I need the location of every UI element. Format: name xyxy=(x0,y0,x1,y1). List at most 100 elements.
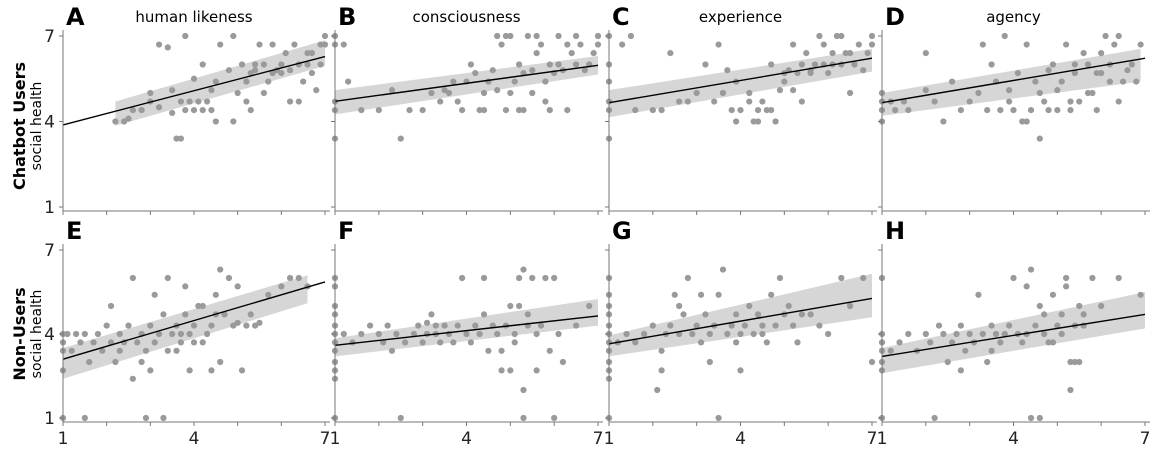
data-point xyxy=(467,61,474,68)
data-point xyxy=(195,98,202,105)
data-point xyxy=(693,322,700,329)
data-point xyxy=(816,32,823,40)
data-point xyxy=(511,78,518,85)
data-point xyxy=(1093,107,1100,114)
data-point xyxy=(706,330,713,338)
data-point xyxy=(107,302,115,310)
data-point xyxy=(182,311,189,318)
data-point xyxy=(243,98,250,105)
data-point xyxy=(437,339,444,346)
data-point xyxy=(949,339,956,346)
data-point xyxy=(940,330,947,338)
data-point xyxy=(1098,69,1105,77)
data-point xyxy=(1041,311,1048,318)
data-point xyxy=(811,61,819,68)
panel-letter-c: C xyxy=(612,3,630,31)
data-point xyxy=(217,358,224,366)
data-point xyxy=(129,274,136,282)
data-point xyxy=(77,339,84,346)
data-point xyxy=(838,32,845,40)
data-point xyxy=(1032,78,1039,85)
regression-line xyxy=(608,297,873,345)
data-point xyxy=(358,107,365,114)
data-point xyxy=(1071,61,1078,68)
data-point xyxy=(511,339,518,346)
data-point xyxy=(208,367,215,374)
data-point xyxy=(868,32,876,40)
data-point xyxy=(623,330,630,338)
data-point xyxy=(234,89,241,97)
data-point xyxy=(494,32,501,40)
data-point xyxy=(776,87,784,94)
data-point xyxy=(345,78,352,85)
regression-line xyxy=(881,313,1146,358)
row-label-chatbot-title: Chatbot Users xyxy=(10,62,29,190)
data-point xyxy=(953,330,960,338)
data-point xyxy=(1115,32,1122,40)
data-point xyxy=(988,322,995,329)
data-point xyxy=(230,32,237,40)
data-point xyxy=(68,347,75,354)
x-tick-label: 4 xyxy=(461,429,472,449)
data-point xyxy=(855,41,862,48)
data-point xyxy=(450,78,457,85)
data-point xyxy=(551,274,558,282)
data-point xyxy=(265,78,272,85)
data-point xyxy=(754,107,762,114)
data-point xyxy=(658,107,665,114)
data-point xyxy=(1098,50,1105,57)
data-point xyxy=(160,311,167,318)
data-point xyxy=(772,322,779,329)
data-point xyxy=(155,330,163,338)
data-point xyxy=(790,87,797,94)
regression-line xyxy=(62,281,326,360)
data-point xyxy=(927,339,934,346)
data-point xyxy=(658,347,665,354)
data-point xyxy=(1071,358,1078,366)
data-point xyxy=(533,330,540,338)
panel-letter-d: D xyxy=(885,3,905,31)
data-point xyxy=(1137,291,1144,298)
data-point xyxy=(520,386,527,394)
data-point xyxy=(1023,118,1030,125)
data-point xyxy=(234,283,241,290)
data-point xyxy=(286,274,294,282)
data-point xyxy=(825,330,832,338)
data-point xyxy=(450,339,457,346)
data-point xyxy=(689,330,696,338)
data-point xyxy=(480,274,488,282)
data-point xyxy=(190,339,198,346)
regression-line xyxy=(334,64,599,102)
data-point xyxy=(286,67,294,74)
data-point xyxy=(746,302,753,310)
data-point xyxy=(555,61,562,68)
data-point xyxy=(892,107,899,114)
data-point xyxy=(112,358,119,366)
data-point xyxy=(498,41,505,48)
data-point xyxy=(129,375,136,382)
data-point xyxy=(406,107,413,114)
data-point xyxy=(186,330,193,338)
panel-title-b: consciousness xyxy=(412,8,520,26)
data-point xyxy=(546,61,553,68)
data-point xyxy=(186,367,193,374)
row-label-nonusers-subtitle: social health xyxy=(29,290,45,379)
data-point xyxy=(733,339,740,346)
data-point xyxy=(177,135,184,142)
data-point xyxy=(1084,61,1092,68)
data-point xyxy=(581,67,588,74)
data-point xyxy=(542,78,549,85)
x-tick-label: 1 xyxy=(58,429,69,449)
data-point xyxy=(308,69,315,77)
data-point xyxy=(147,89,154,97)
data-point xyxy=(829,50,836,57)
data-point xyxy=(375,330,382,338)
data-point xyxy=(103,322,110,329)
data-point xyxy=(238,367,246,374)
data-point xyxy=(794,339,801,346)
data-point xyxy=(1001,330,1008,338)
